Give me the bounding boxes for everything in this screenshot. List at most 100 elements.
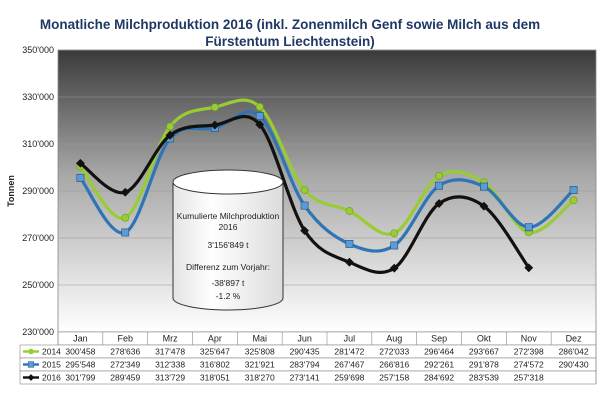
point-2014 xyxy=(211,103,219,112)
legend-label-2014: 2014 xyxy=(42,347,61,357)
x-tick-label: Okt xyxy=(477,334,492,344)
annotation-diff-pct: -1.2 % xyxy=(216,291,241,301)
y-tick-label: 270'000 xyxy=(22,233,54,243)
annotation-total: 3'156'849 t xyxy=(207,240,249,250)
point-2014 xyxy=(569,196,578,205)
table-cell: 284'692 xyxy=(424,373,454,383)
point-2015 xyxy=(524,223,533,232)
point-2016 xyxy=(255,120,265,129)
table-cell: 273'141 xyxy=(290,373,320,383)
annotation-heading-2: 2016 xyxy=(219,222,238,232)
annotation-heading-1: Kumulierte Milchproduktion xyxy=(177,211,280,221)
point-2015 xyxy=(76,174,85,182)
cylinder-top xyxy=(172,169,284,195)
table-cell: 283'539 xyxy=(469,373,499,383)
x-tick-label: Mrz xyxy=(163,334,178,344)
legend-marker-2015 xyxy=(27,361,35,368)
table-cell: 312'338 xyxy=(155,360,185,370)
table-cell: 293'667 xyxy=(469,347,499,357)
table-cell: 318'270 xyxy=(245,373,275,383)
chart-title-line2: Fürstentum Liechtenstein) xyxy=(205,34,375,49)
legend-marker-2016 xyxy=(27,374,35,381)
y-tick-label: 290'000 xyxy=(22,186,54,196)
point-2016 xyxy=(120,187,130,197)
point-2016 xyxy=(389,263,399,273)
point-2016 xyxy=(434,199,444,208)
y-axis-ticks: 230'000 250'000 270'000 290'000 310'000 330'0… xyxy=(22,45,54,337)
point-2014 xyxy=(345,207,354,215)
table-cell: 267'467 xyxy=(334,360,364,370)
table-cell: 278'636 xyxy=(110,347,140,357)
table-cell: 272'349 xyxy=(110,360,140,370)
point-2016 xyxy=(524,263,534,273)
table-cell: 291'878 xyxy=(469,360,499,370)
table-cell: 295'548 xyxy=(65,360,95,370)
y-tick-label: 230'000 xyxy=(22,327,54,337)
table-cell: 257'158 xyxy=(379,373,409,383)
point-2015 xyxy=(345,240,354,248)
table-cell: 325'647 xyxy=(200,347,230,357)
point-2016 xyxy=(210,120,220,130)
point-2015 xyxy=(300,201,309,210)
legend-marker-2014 xyxy=(28,348,34,355)
cumulative-annotation: Kumulierte Milchproduktion 2016 3'156'84… xyxy=(172,169,284,311)
table-cell: 281'472 xyxy=(334,347,364,357)
table-cell: 272'398 xyxy=(514,347,544,357)
point-2015 xyxy=(435,181,443,190)
x-tick-label: Feb xyxy=(117,334,133,344)
table-cell: 292'261 xyxy=(424,360,454,370)
point-2015 xyxy=(480,182,488,191)
table-cell: 317'478 xyxy=(155,347,185,357)
table-cell: 316'802 xyxy=(200,360,230,370)
table-cell: 257'318 xyxy=(514,373,544,383)
table-cell: 286'042 xyxy=(559,347,589,357)
annotation-diff-label: Differenz zum Vorjahr: xyxy=(186,262,270,272)
point-2015 xyxy=(569,186,578,194)
table-cell: 296'464 xyxy=(424,347,454,357)
x-tick-label: Jun xyxy=(297,334,312,344)
table-cell: 283'794 xyxy=(290,360,320,370)
table-cell: 313'729 xyxy=(155,373,185,383)
table-cell: 318'051 xyxy=(200,373,230,383)
legend-label-2016: 2016 xyxy=(42,373,61,383)
table-cell: 274'572 xyxy=(514,360,544,370)
legend-label-2015: 2015 xyxy=(42,360,61,370)
table-cell: 266'816 xyxy=(379,360,409,370)
point-2014 xyxy=(166,122,174,131)
point-2014 xyxy=(435,171,443,180)
table-cell: 300'458 xyxy=(65,347,95,357)
point-2016 xyxy=(479,201,489,211)
table-cell: 290'435 xyxy=(290,347,320,357)
chart-title-line1: Monatliche Milchproduktion 2016 (inkl. Z… xyxy=(40,17,540,32)
x-tick-label: Aug xyxy=(386,334,402,344)
y-tick-label: 310'000 xyxy=(22,139,54,149)
point-2016 xyxy=(165,130,175,140)
x-tick-label: Apr xyxy=(208,334,222,344)
x-tick-label: Dez xyxy=(566,334,583,344)
table-cell: 325'808 xyxy=(245,347,275,357)
point-2016 xyxy=(345,257,354,267)
point-2014 xyxy=(390,229,399,238)
x-tick-label: Sep xyxy=(431,334,447,344)
y-tick-label: 250'000 xyxy=(22,280,54,290)
y-axis-label: Tonnen xyxy=(6,175,16,207)
x-tick-label: Nov xyxy=(521,334,538,344)
table-cell: 301'799 xyxy=(65,373,95,383)
point-2014 xyxy=(121,213,130,222)
point-2015 xyxy=(390,241,399,250)
table-cell: 290'430 xyxy=(559,360,589,370)
table-cell: 259'698 xyxy=(334,373,364,383)
y-tick-label: 330'000 xyxy=(22,92,54,102)
point-2015 xyxy=(255,112,264,120)
table-cell: 321'921 xyxy=(245,360,275,370)
series-group xyxy=(76,98,578,274)
cylinder-body xyxy=(172,182,284,311)
point-2014 xyxy=(300,186,309,194)
point-2016 xyxy=(76,158,85,168)
y-tick-label: 350'000 xyxy=(22,45,54,55)
table-cell: 289'459 xyxy=(110,373,140,383)
x-tick-label: Jan xyxy=(73,334,88,344)
annotation-diff-abs: -38'897 t xyxy=(212,278,245,288)
point-2015 xyxy=(121,228,130,237)
